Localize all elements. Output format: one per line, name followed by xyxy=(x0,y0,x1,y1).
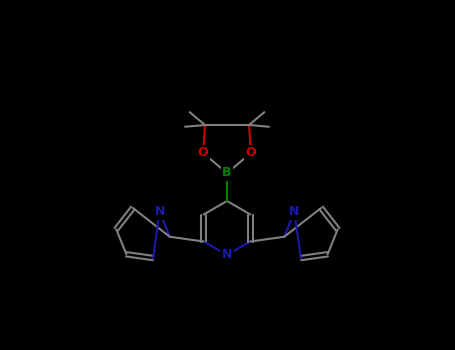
Text: N: N xyxy=(154,205,165,218)
Text: O: O xyxy=(246,147,256,160)
Text: N: N xyxy=(222,248,232,261)
Text: O: O xyxy=(197,147,208,160)
Text: B: B xyxy=(222,167,232,180)
Text: N: N xyxy=(289,205,299,218)
